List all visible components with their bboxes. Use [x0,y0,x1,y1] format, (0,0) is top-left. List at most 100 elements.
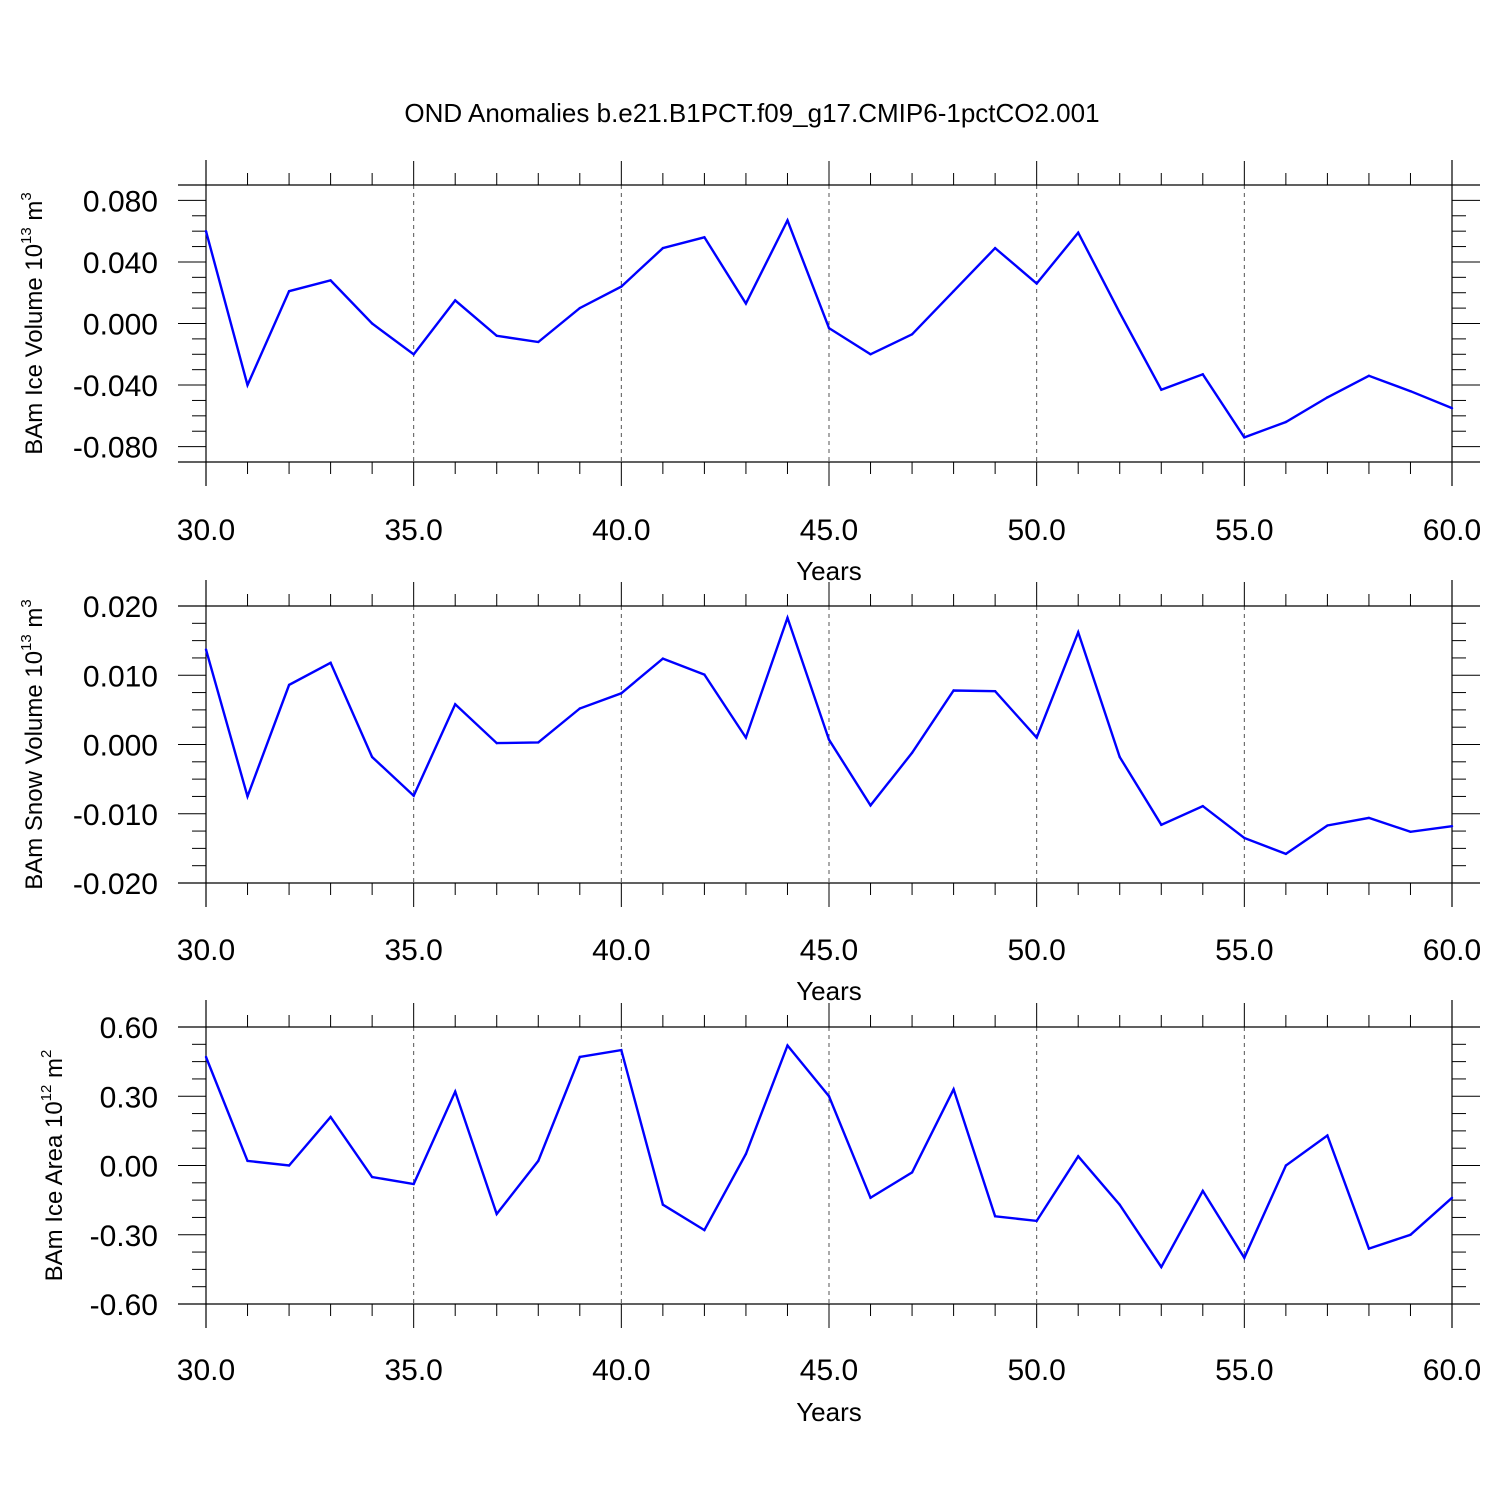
data-point [1243,836,1246,840]
x-tick-label: 35.0 [384,934,442,967]
data-point [246,383,249,387]
data-point [620,692,623,695]
x-tick-label: 35.0 [384,1354,442,1387]
data-point [370,755,374,759]
x-tick-label: 45.0 [800,934,858,967]
data-point [1118,311,1121,314]
data-point [1077,231,1080,234]
data-point [495,741,498,745]
x-tick-label: 60.0 [1423,514,1481,547]
data-point [703,236,706,239]
y-axis-title-unit: m [41,1058,68,1085]
y-axis-title-prefix: BAm Ice Volume 10 [21,244,48,455]
data-point [1367,374,1371,378]
data-point [1409,1233,1412,1236]
data-point [578,306,581,310]
data-point [1035,282,1038,285]
data-point [537,340,540,344]
data-point [329,1115,332,1119]
data-point [827,1095,831,1098]
y-axis-title-prefix: BAm Snow Volume 10 [21,651,48,890]
data-point [495,334,498,338]
x-tick-label: 60.0 [1423,934,1481,967]
x-tick-label: 40.0 [592,1354,650,1387]
x-tick-label: 50.0 [1007,934,1065,967]
x-tick-label: 60.0 [1423,1354,1481,1387]
x-tick-label: 55.0 [1215,1354,1273,1387]
y-axis-title-exponent: 13 [18,227,35,244]
x-tick-label: 30.0 [177,934,235,967]
data-point [204,229,208,233]
data-point [1284,420,1288,424]
data-point [744,1152,748,1156]
x-tick-label: 40.0 [592,934,650,967]
y-tick-label: -0.040 [73,370,158,403]
data-point [1160,388,1163,391]
data-point [993,689,997,693]
data-point [578,707,581,710]
data-point [1118,1203,1121,1206]
y-axis-title-unit: m [21,608,48,635]
data-point [952,289,955,293]
y-tick-label: 0.080 [83,185,158,218]
data-point [1201,373,1205,376]
data-point [703,1228,706,1232]
data-point [578,1055,581,1059]
x-tick-label: 45.0 [800,1354,858,1387]
data-point [1409,390,1412,393]
data-point [1201,804,1205,808]
data-point [454,703,457,706]
data-point [661,657,665,660]
data-point [412,353,415,356]
data-point [744,736,748,739]
chart-title: OND Anomalies b.e21.B1PCT.f09_g17.CMIP6-… [404,98,1099,128]
y-tick-label: 0.60 [100,1012,158,1045]
data-point [1035,1219,1038,1223]
data-point [703,673,706,676]
chart-panel-2: 0.020 0.010 0.000 -0.010 -0.020 30.0 35.0 40.0 4… [18,580,1481,1006]
data-point [827,738,831,741]
data-point [1367,816,1371,820]
x-tick-label: 45.0 [800,514,858,547]
y-tick-label: 0.000 [83,309,158,342]
data-point [1035,736,1038,739]
data-point [910,1171,914,1174]
data-point [1077,631,1080,634]
y-axis-title: BAm Ice Volume 1013 m3 [18,192,48,454]
data-point [869,804,872,807]
data-point [454,1090,457,1093]
data-point [620,1048,623,1052]
y-axis-title-unit-exponent: 3 [18,599,35,607]
y-tick-label: -0.30 [90,1220,158,1253]
data-point [620,285,623,288]
data-point [329,279,332,282]
data-point [246,1159,249,1163]
data-point [1367,1247,1371,1250]
data-point [1326,824,1329,827]
data-point [1243,1256,1246,1260]
data-point [1409,830,1412,833]
data-point [1450,1196,1454,1200]
y-tick-label: 0.040 [83,247,158,280]
data-point [869,1196,872,1200]
x-tick-label: 35.0 [384,514,442,547]
x-tick-label: 50.0 [1007,514,1065,547]
data-point [1201,1189,1205,1193]
y-axis-title: BAm Ice Area 1012 m2 [38,1050,68,1282]
data-point [412,1182,415,1186]
y-axis-title: BAm Snow Volume 1013 m3 [18,599,48,890]
y-tick-label: -0.020 [73,868,158,901]
y-tick-label: -0.080 [73,432,158,465]
data-point [246,795,249,798]
y-tick-label: 0.30 [100,1081,158,1114]
data-point [1326,396,1329,399]
y-tick-label: 0.00 [100,1151,158,1184]
y-axis-title-exponent: 12 [38,1085,55,1102]
data-point [454,299,457,302]
data-point [329,661,332,664]
y-axis-title-unit-exponent: 3 [18,192,35,200]
data-point [1077,1155,1080,1158]
data-point [786,1044,789,1047]
data-point [1284,852,1288,856]
x-axis-title: Years [796,976,862,1006]
